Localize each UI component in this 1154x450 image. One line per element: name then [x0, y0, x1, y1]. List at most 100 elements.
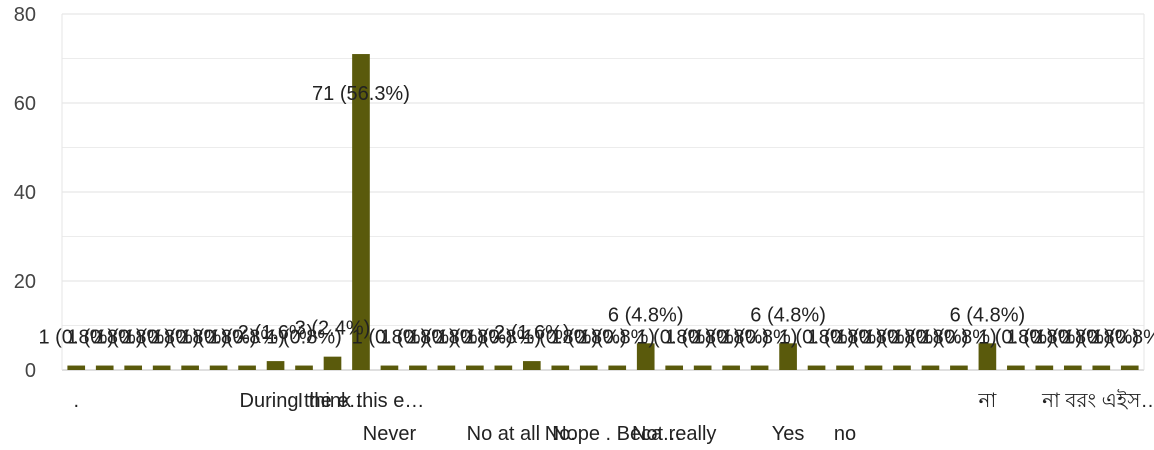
bar — [807, 365, 826, 370]
bar — [67, 365, 86, 370]
bar — [522, 361, 541, 370]
x-category-label: Nope . Beca… — [552, 423, 682, 445]
bar — [409, 365, 427, 370]
data-label: 1 (0.8%) — [67, 327, 143, 349]
y-tick-label: 80 — [14, 4, 36, 26]
data-label: 1 (0.8%) — [466, 327, 542, 349]
x-category-label: . — [73, 390, 79, 412]
data-label: 1 (0.8%) — [522, 327, 598, 349]
data-label: 1 (0.8%) — [152, 327, 228, 349]
x-category-label: Never — [363, 423, 417, 445]
data-label: 1 (0.8%) — [864, 327, 940, 349]
bar — [551, 365, 570, 370]
bar — [1035, 365, 1054, 370]
bar — [608, 365, 627, 370]
bar — [295, 365, 313, 370]
data-label: 1 (0.8%) — [636, 327, 712, 349]
bar — [665, 365, 684, 370]
data-label: 1 (0.8%) — [551, 327, 627, 349]
data-label: 1 (0.8%) — [209, 327, 285, 349]
x-category-label: No. — [545, 423, 576, 445]
bar — [238, 365, 256, 370]
data-label: 3 (2.4%) — [295, 318, 371, 340]
bar — [124, 365, 143, 370]
data-labels: 1 (0.8%)1 (0.8%)1 (0.8%)1 (0.8%)1 (0.8%)… — [38, 83, 1154, 349]
x-category-label: no — [834, 423, 856, 445]
bar — [636, 343, 655, 370]
bar — [323, 356, 342, 370]
data-label: 71 (56.3%) — [312, 83, 410, 105]
data-label: 1 (0.8%) — [893, 327, 969, 349]
bar — [1063, 365, 1082, 370]
data-label: 1 (0.8%) — [978, 327, 1054, 349]
data-label: 1 (0.8%) — [921, 327, 997, 349]
data-label: 1 (0.8%) — [1063, 327, 1139, 349]
bar — [181, 365, 199, 370]
bar — [437, 365, 456, 370]
x-category-label: না বরং এইস… — [1041, 389, 1154, 412]
data-label: 1 (0.8%) — [836, 327, 912, 349]
data-label: 6 (4.8%) — [950, 304, 1026, 326]
bars — [67, 54, 1139, 371]
data-label: 1 (0.8%) — [1007, 327, 1083, 349]
data-label: 1 (0.8%) — [779, 327, 855, 349]
bar — [266, 361, 285, 370]
data-label: 1 (0.8%) — [1035, 327, 1111, 349]
data-label: 1 (0.8%) — [579, 327, 655, 349]
data-label: 1 (0.8%) — [807, 327, 883, 349]
data-label: 1 (0.8%) — [693, 327, 769, 349]
gridlines — [61, 13, 1145, 371]
x-category-label: During the e… — [240, 390, 369, 412]
data-label: 1 (0.8%) — [409, 327, 485, 349]
bar — [779, 343, 797, 370]
bar — [380, 365, 399, 370]
y-tick-label: 20 — [14, 271, 36, 293]
data-label: 1 (0.8%) — [181, 327, 257, 349]
bar — [836, 365, 854, 370]
bar — [1120, 365, 1139, 370]
data-label: 1 (0.8%) — [266, 327, 342, 349]
y-tick-label: 40 — [14, 182, 36, 204]
data-label: 1 (0.8%) — [665, 327, 741, 349]
bar — [1007, 365, 1025, 370]
data-label: 6 (4.8%) — [608, 304, 684, 326]
bar — [950, 365, 968, 370]
data-label: 1 (0.8%) — [124, 327, 200, 349]
x-category-label: না — [978, 390, 998, 412]
x-category-label: Yes — [772, 423, 805, 445]
data-label: 1 (0.8%) — [95, 327, 171, 349]
data-label: 1 (0.8%) — [380, 327, 456, 349]
bar — [893, 365, 911, 370]
data-label: 2 (1.6%) — [494, 322, 570, 344]
data-label: 1 (0.8%) — [1092, 327, 1154, 349]
data-label: 1 (0.8%) — [38, 327, 114, 349]
x-category-label: No at all — [467, 423, 540, 445]
data-label: 1 (0.8%) — [722, 327, 798, 349]
data-label: 1 (0.8%) — [437, 327, 513, 349]
y-tick-label: 0 — [25, 360, 36, 382]
bar — [1092, 365, 1111, 370]
bar — [579, 365, 598, 370]
bar — [152, 365, 171, 370]
bar — [750, 365, 769, 370]
x-category-label: Not really — [632, 423, 716, 445]
bar — [95, 365, 114, 370]
bar — [722, 365, 740, 370]
data-label: 2 (1.6%) — [238, 322, 314, 344]
bar — [864, 365, 883, 370]
y-tick-label: 60 — [14, 93, 36, 115]
bar — [921, 365, 940, 370]
x-axis-labels: . During the e…I think this e… Never No at … — [73, 389, 1154, 445]
data-label: 1 (0.8%) — [352, 327, 428, 349]
bar — [693, 365, 712, 370]
bar — [978, 343, 997, 370]
bar — [494, 365, 513, 370]
bar — [352, 54, 370, 371]
bar — [466, 365, 484, 370]
data-label: 6 (4.8%) — [750, 304, 826, 326]
bar — [209, 365, 228, 370]
y-axis-ticks: 0 20 40 60 80 — [14, 4, 36, 382]
x-category-label: I think this e… — [298, 390, 425, 412]
